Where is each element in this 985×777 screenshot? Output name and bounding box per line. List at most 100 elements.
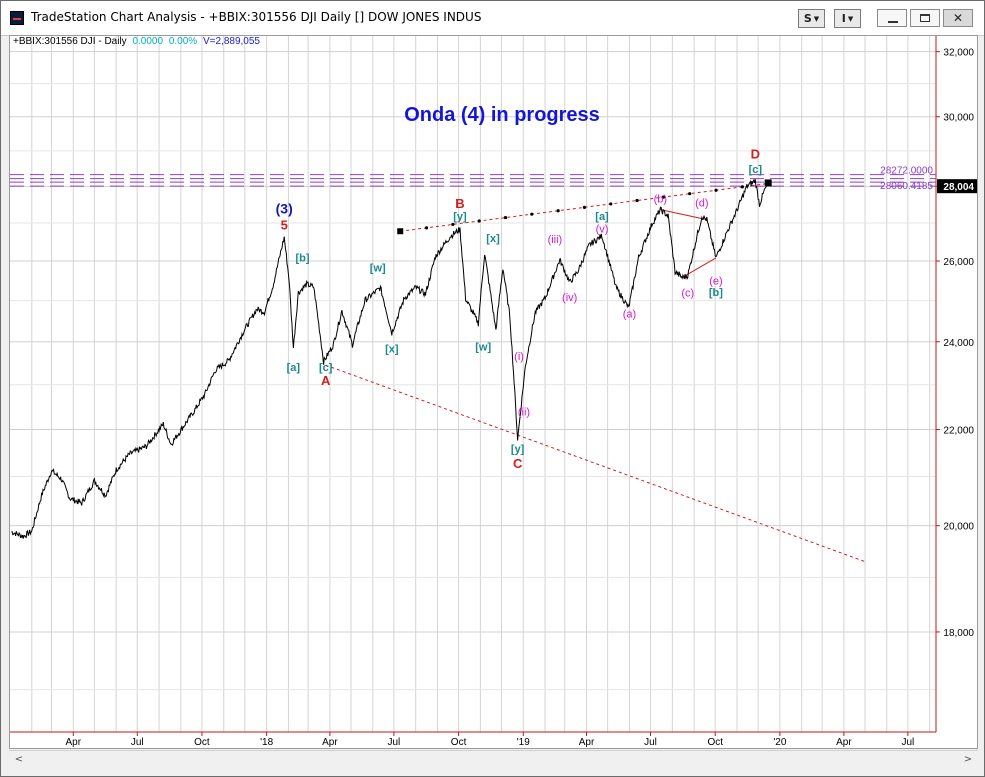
wave-label: (a) [623,308,636,320]
trendline-dot [688,192,692,196]
wave-label: [c] [319,362,333,374]
trendline-dot [503,215,508,220]
wave-label: [x] [486,233,500,245]
change-value: 0.0000 [132,36,164,47]
scroll-left-icon[interactable]: < [14,754,24,765]
window-title: TradeStation Chart Analysis - +BBIX:3015… [31,10,482,24]
wave-label: [a] [287,362,301,374]
chevron-down-icon: ▼ [847,14,854,23]
trendline-dot [582,205,587,209]
wave-label: D [751,146,760,161]
trendline-lower [325,364,866,563]
wave-label: [y] [453,211,467,223]
x-tick-label: Oct [451,737,467,748]
price-chart[interactable]: 32,00030,00028,00026,00024,00022,00020,0… [10,36,977,748]
x-tick-label: Apr [579,737,595,748]
x-tick-label: Oct [194,737,210,748]
trendline-dot [424,226,429,230]
trendline-dot [714,188,718,192]
close-icon: ✕ [952,11,964,25]
price-series: 28,004 [11,178,977,539]
x-tick-label: Apr [322,737,338,748]
last-price-label: 28,004 [943,182,974,193]
trendline-dot [661,195,665,199]
x-tick-label: '19 [517,737,530,748]
minimize-icon [888,21,898,23]
chart-grid [10,36,936,732]
title-bar[interactable]: TradeStation Chart Analysis - +BBIX:3015… [1,1,984,36]
wave-label: 5 [281,218,288,233]
y-tick-label: 30,000 [943,113,974,124]
wave-label: (b) [654,193,667,205]
wave-label: (e) [709,276,722,288]
y-tick-label: 26,000 [943,257,974,268]
change-percent: 0.00% [168,36,198,47]
wave-label: [a] [595,211,609,223]
wave-label: [b] [295,252,309,264]
wave-label: (i) [514,351,524,363]
s-dropdown-button[interactable]: S ▼ [798,9,825,28]
x-tick-label: Apr [836,737,852,748]
x-tick-label: Jul [901,737,914,748]
x-tick-label: Jul [388,737,401,748]
maximize-button[interactable] [910,9,940,27]
chart-title: Onda (4) in progress [404,104,600,126]
trendline-dot [530,212,534,216]
maximize-icon [920,14,930,22]
y-tick-label: 32,000 [943,48,974,59]
wave-label: (ii) [518,406,530,418]
wave-label: [y] [511,444,525,456]
trendline-dot [477,219,481,223]
minimize-button[interactable] [877,9,907,27]
wave-label: B [455,196,464,211]
wave-label: (iii) [548,234,563,246]
x-tick-label: Jul [644,737,657,748]
wave-label: (iv) [562,292,577,304]
wave-label: [w] [370,263,386,275]
x-tick-label: '18 [260,737,273,748]
trendline-dot [740,185,744,189]
triangle-upper-line [660,209,707,221]
wave-label: (v) [596,223,609,235]
trendline-anchor [764,179,772,187]
i-dropdown-button[interactable]: I ▼ [834,9,861,28]
chevron-down-icon: ▼ [813,14,820,23]
reference-line-label: 28272.0000 [880,166,933,177]
y-tick-label: 18,000 [943,628,974,639]
price-line [11,178,767,539]
trendline-dot [635,198,639,203]
i-button-label: I [841,12,846,25]
chart-area[interactable]: 32,00030,00028,00026,00024,00022,00020,0… [9,35,978,749]
tradestation-app-icon [10,11,24,25]
trendline-dot [451,222,455,227]
chart-axes: 32,00030,00028,00026,00024,00022,00020,0… [10,36,974,748]
symbol-info-line: +BBIX:301556 DJI - Daily 0.0000 0.00% V=… [13,36,263,47]
scroll-right-icon[interactable]: > [963,754,973,765]
wave-label: [b] [709,287,723,299]
last-price-box [937,179,977,194]
wave-label: (3) [276,201,293,217]
horizontal-scrollbar[interactable]: < > [9,750,978,768]
trendline-anchor [397,228,404,235]
wave-labels: (3)5[a][b][c]A[w][x]B[y][w][x](i)(ii)[y]… [276,146,763,471]
wave-label: [x] [385,343,399,355]
reference-lines: 28272.0000 28060.4185 [10,166,936,192]
wave-label: A [321,373,331,388]
y-tick-label: 24,000 [943,338,974,349]
trendline-dot [609,202,613,206]
x-tick-label: Oct [707,737,723,748]
close-button[interactable]: ✕ [943,9,973,27]
trendline-dot [556,209,560,213]
s-button-label: S [803,12,812,25]
wave-label: [c] [749,164,763,176]
x-tick-label: Apr [65,737,81,748]
wave-label: (d) [695,197,708,209]
trendline-upper [400,182,769,232]
wave-label: C [513,456,523,471]
y-tick-label: 22,000 [943,426,974,437]
volume-value: V=2,889,055 [202,36,260,47]
x-tick-label: Jul [131,737,144,748]
reference-line-label: 28060.4185 [880,181,933,192]
y-tick-label: 20,000 [943,522,974,533]
